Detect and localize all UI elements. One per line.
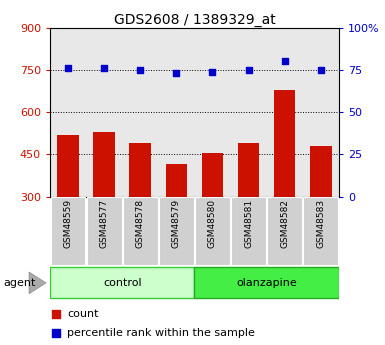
Point <box>53 331 59 336</box>
Bar <box>57 135 79 197</box>
Text: GSM48581: GSM48581 <box>244 199 253 248</box>
Bar <box>129 143 151 197</box>
Title: GDS2608 / 1389329_at: GDS2608 / 1389329_at <box>114 12 275 27</box>
Text: count: count <box>67 309 99 319</box>
Text: olanzapine: olanzapine <box>236 278 297 288</box>
Point <box>65 66 71 71</box>
FancyBboxPatch shape <box>303 197 338 265</box>
Point <box>281 59 288 64</box>
FancyBboxPatch shape <box>87 197 122 265</box>
Point <box>318 67 324 72</box>
Text: GSM48579: GSM48579 <box>172 199 181 248</box>
Polygon shape <box>29 272 46 294</box>
FancyBboxPatch shape <box>51 197 85 265</box>
FancyBboxPatch shape <box>231 197 266 265</box>
Bar <box>166 164 187 197</box>
Bar <box>238 143 259 197</box>
FancyBboxPatch shape <box>195 197 230 265</box>
Point <box>137 67 143 72</box>
Bar <box>202 153 223 197</box>
FancyBboxPatch shape <box>159 197 194 265</box>
Bar <box>274 90 296 197</box>
Point <box>246 67 252 72</box>
Point <box>173 70 179 76</box>
Point <box>209 70 216 75</box>
Text: GSM48580: GSM48580 <box>208 199 217 248</box>
FancyBboxPatch shape <box>50 267 194 298</box>
Bar <box>310 146 331 197</box>
Point <box>101 66 107 71</box>
Text: control: control <box>103 278 142 288</box>
Text: GSM48577: GSM48577 <box>100 199 109 248</box>
Text: GSM48583: GSM48583 <box>316 199 325 248</box>
FancyBboxPatch shape <box>267 197 302 265</box>
FancyBboxPatch shape <box>123 197 157 265</box>
Text: agent: agent <box>4 278 36 288</box>
Bar <box>94 132 115 197</box>
Text: percentile rank within the sample: percentile rank within the sample <box>67 328 255 338</box>
FancyBboxPatch shape <box>194 267 339 298</box>
Text: GSM48559: GSM48559 <box>64 199 73 248</box>
Point <box>53 312 59 317</box>
Text: GSM48578: GSM48578 <box>136 199 145 248</box>
Text: GSM48582: GSM48582 <box>280 199 289 248</box>
